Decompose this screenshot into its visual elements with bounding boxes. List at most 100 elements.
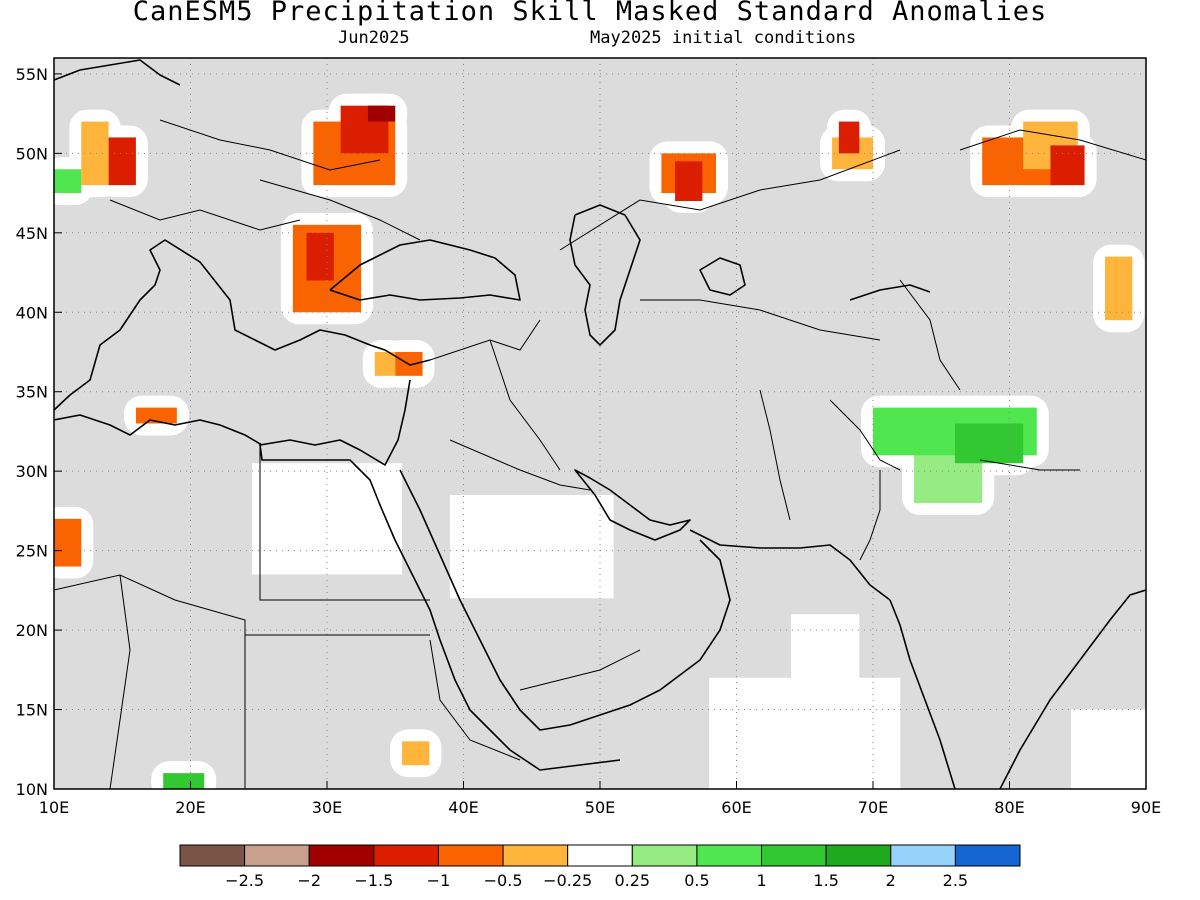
x-tick-label: 80E: [994, 798, 1024, 817]
border-libya-south: [54, 574, 246, 789]
y-tick-label: 40N: [16, 303, 48, 322]
x-tick-label: 10E: [39, 798, 69, 817]
border-saudi-yemen: [519, 649, 641, 691]
map-plot-area: [54, 58, 1146, 789]
colorbar-label: 1.5: [813, 871, 838, 890]
gridlines: [54, 58, 1146, 789]
border-ethiopia: [429, 639, 521, 761]
map-frame: [53, 57, 1147, 790]
y-tick-label: 45N: [16, 224, 48, 243]
coastline-europe-south: [54, 239, 431, 411]
coastline-baltic: [54, 59, 181, 86]
colorbar-legend: −2.5 −2 −1.5 −1 −0.5 −0.25 0.25 0.5 1 1.5 2 2.5: [179, 844, 1021, 890]
border-turkey-iran: [429, 319, 541, 361]
anomaly-cell-green-pakistan-dark: [954, 423, 1024, 464]
border-pak-india: [859, 470, 881, 561]
x-tick-label: 30E: [312, 798, 342, 817]
anomaly-cell-red-italy: [108, 137, 136, 186]
y-tick-label: 20N: [16, 621, 48, 640]
y-tick-label: 50N: [16, 144, 48, 163]
coastline-india-west: [889, 599, 956, 789]
y-tick-label: 35N: [16, 383, 48, 402]
border-chad: [109, 574, 131, 789]
colorbar-swatch: [890, 844, 956, 867]
colorbar-label: 2.5: [943, 871, 968, 890]
colorbar-label: −0.5: [484, 871, 523, 890]
anomaly-cell-yellow-mongolia-east: [1105, 256, 1133, 321]
colorbar-label: −2.5: [225, 871, 264, 890]
anomaly-cell-orange-italy: [81, 121, 109, 186]
anomaly-cell-red-kazakh: [675, 161, 703, 202]
colorbar-swatch: [502, 844, 569, 867]
coastline-caspian: [569, 204, 641, 346]
coastline-levant-redsea-west: [259, 379, 511, 751]
colorbar-swatch: [696, 844, 763, 867]
anomaly-cell-orange-turkey: [374, 351, 396, 376]
border-iraq-saudi: [449, 439, 591, 491]
colorbar-swatch: [179, 844, 246, 867]
y-tick-label: 15N: [16, 701, 48, 720]
y-tick-label: 30N: [16, 462, 48, 481]
anomaly-cell-red-balkans: [306, 232, 334, 281]
x-tick-label: 90E: [1131, 798, 1161, 817]
border-europe-1: [109, 199, 301, 231]
border-china-west: [899, 279, 961, 391]
anomaly-cell-red-kazakh-north: [838, 121, 860, 154]
anomaly-cell-white-india-central: [791, 614, 860, 694]
x-tick-label: 50E: [585, 798, 615, 817]
coastline-persian-gulf: [574, 469, 691, 541]
anomaly-cell-red-mongolia: [1050, 145, 1085, 186]
x-tick-label: 60E: [721, 798, 751, 817]
anomaly-regions: [54, 93, 1146, 789]
colorbar-swatch: [308, 844, 375, 867]
coastline-india-east: [999, 589, 1146, 789]
forecast-month: Jun2025: [338, 28, 410, 48]
initial-conditions: May2025 initial conditions: [590, 28, 857, 48]
border-kazakh-north: [559, 149, 901, 251]
anomaly-cell-white-india-south: [709, 677, 901, 789]
colorbar-swatch: [761, 844, 827, 867]
coastline-arabia-west: [399, 469, 731, 731]
coastline-balkhash: [849, 284, 931, 301]
colorbar-label: −1: [427, 871, 451, 890]
x-tick-label: 20E: [175, 798, 205, 817]
colorbar-swatch: [437, 844, 504, 867]
y-tick-label: 55N: [16, 65, 48, 84]
anomaly-cell-white-north-africa: [251, 463, 403, 575]
anomaly-cell-darkred-poland: [367, 105, 396, 122]
border-afghan-pak: [829, 399, 901, 471]
border-egypt-libya: [259, 445, 430, 601]
coastline-north-africa: [54, 414, 263, 446]
anomaly-cell-green-sudan: [163, 773, 205, 789]
colorbar-swatch: [373, 844, 439, 867]
border-iran-iraq: [489, 339, 561, 471]
border-europe-2: [159, 119, 381, 171]
colorbar-swatch: [567, 844, 633, 867]
anomaly-cell-orange-libya: [135, 407, 177, 424]
colorbar-label: −2: [297, 871, 321, 890]
coastline-horn-africa: [509, 749, 621, 771]
anomaly-cell-white-arabia-north: [449, 495, 614, 599]
coastline-outlines: [54, 59, 1146, 789]
frame-ticks: [54, 73, 1146, 789]
colorbar-label: 1: [756, 871, 766, 890]
colorbar-label: −1.5: [354, 871, 393, 890]
border-kazakh-south: [640, 299, 881, 341]
colorbar-label: 2: [886, 871, 896, 890]
coastline-black-sea: [329, 239, 521, 301]
border-mongolia: [959, 129, 1146, 161]
x-axis-labels: 10E 20E 30E 40E 50E 60E 70E 80E 90E: [39, 798, 1161, 817]
x-tick-label: 40E: [448, 798, 478, 817]
colorbar-label: 0.5: [684, 871, 709, 890]
colorbar-swatch: [825, 844, 892, 867]
colorbar-swatch: [954, 844, 1021, 867]
colorbar-label: 0.25: [614, 871, 650, 890]
anomaly-cell-white-bay-bengal: [1070, 709, 1146, 789]
border-nepal: [979, 459, 1080, 471]
country-borders: [54, 119, 1146, 789]
y-tick-label: 25N: [16, 542, 48, 561]
colorbar-label: −0.25: [543, 871, 592, 890]
colorbar-swatch: [244, 844, 310, 867]
coastline-aral: [699, 257, 746, 296]
